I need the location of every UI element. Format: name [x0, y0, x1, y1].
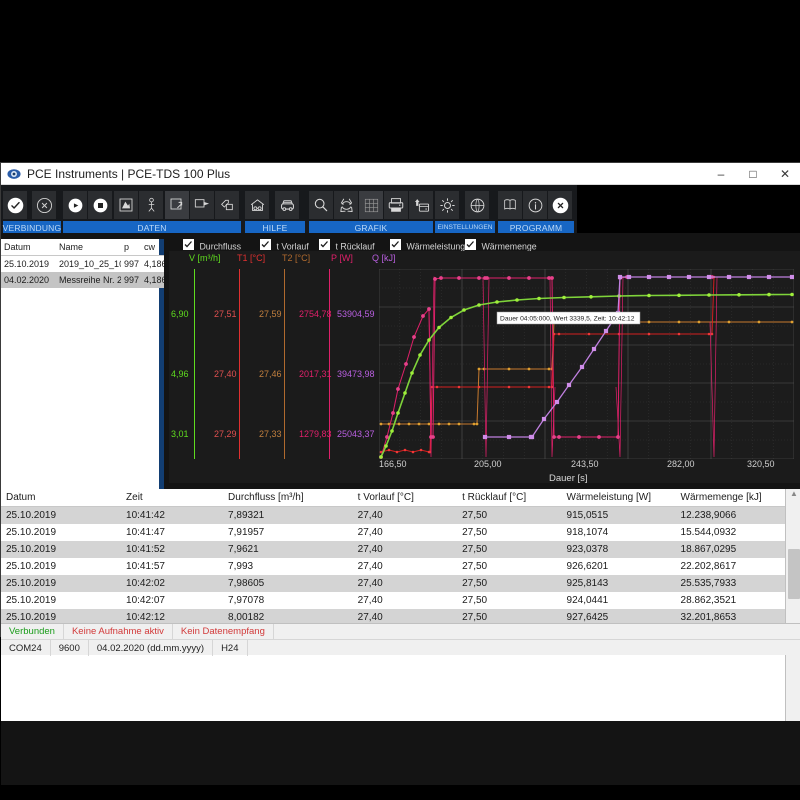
svg-text:Dauer 04:05:000, Wert 3339,5,: Dauer 04:05:000, Wert 3339,5, Zeit: 10:4… [500, 316, 635, 323]
